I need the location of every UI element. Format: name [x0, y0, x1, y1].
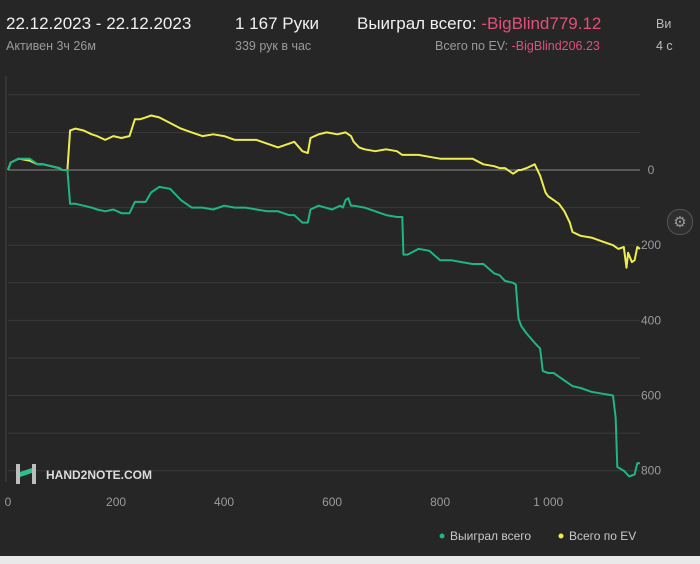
- cut-stat-label: Ви: [656, 17, 672, 31]
- hands-per-hour: 339 рук в час: [235, 39, 312, 53]
- watermark: HAND2NOTE.COM: [16, 464, 152, 484]
- series-line-won: [7, 157, 640, 478]
- hand2note-logo-icon: [16, 464, 36, 484]
- won-total-label: Выиграл всего:: [357, 14, 477, 33]
- won-total-value: -BigBlind779.12: [481, 14, 602, 33]
- x-tick-label: 800: [430, 495, 450, 509]
- legend-dot-ev: [558, 533, 564, 539]
- x-tick-label: 600: [322, 495, 342, 509]
- legend-dot-won: [439, 533, 445, 539]
- y-tick-label: 200: [641, 238, 661, 252]
- y-tick-label: 400: [641, 313, 661, 327]
- x-axis-ticks: 0 200 400 600 800 1 000: [5, 495, 564, 509]
- x-tick-label: 0: [5, 495, 12, 509]
- x-tick-label: 400: [214, 495, 234, 509]
- chart-settings-button[interactable]: ⚙: [667, 209, 693, 235]
- y-tick-label: 600: [641, 389, 661, 403]
- cut-stat-value: 4 с: [656, 39, 673, 53]
- x-tick-label: 200: [106, 495, 126, 509]
- legend-label-won[interactable]: Выиграл всего: [450, 529, 531, 543]
- series-layer: [7, 114, 641, 478]
- bankroll-chart: 0 200 400 600 800 0 200 400 600 800 1 000 HAND2NO…: [0, 64, 700, 556]
- date-range: 22.12.2023 - 22.12.2023: [6, 14, 192, 33]
- chart-background: [0, 64, 700, 556]
- chart-legend: Выиграл всего Всего по EV: [439, 529, 636, 543]
- ev-total-value: -BigBlind206.23: [511, 39, 600, 53]
- y-tick-label: 800: [641, 464, 661, 478]
- active-time: Активен 3ч 26м: [6, 39, 96, 53]
- legend-label-ev[interactable]: Всего по EV: [569, 529, 636, 543]
- x-tick-label: 1 000: [533, 495, 563, 509]
- stats-header: 22.12.2023 - 22.12.2023 Активен 3ч 26м 1…: [0, 0, 700, 64]
- y-tick-label: 0: [648, 163, 655, 177]
- y-axis-ticks: 0 200 400 600 800: [641, 163, 661, 478]
- bottom-strip: [0, 556, 700, 564]
- chart-grid: [8, 94, 640, 472]
- series-line-ev: [7, 114, 641, 269]
- gear-icon: ⚙: [673, 214, 687, 231]
- won-total: Выиграл всего: -BigBlind779.12: [357, 14, 601, 34]
- watermark-text: HAND2NOTE.COM: [46, 468, 152, 482]
- ev-total-label: Всего по EV:: [435, 39, 509, 53]
- ev-total: Всего по EV: -BigBlind206.23: [435, 39, 600, 53]
- hands-count: 1 167 Руки: [235, 14, 320, 33]
